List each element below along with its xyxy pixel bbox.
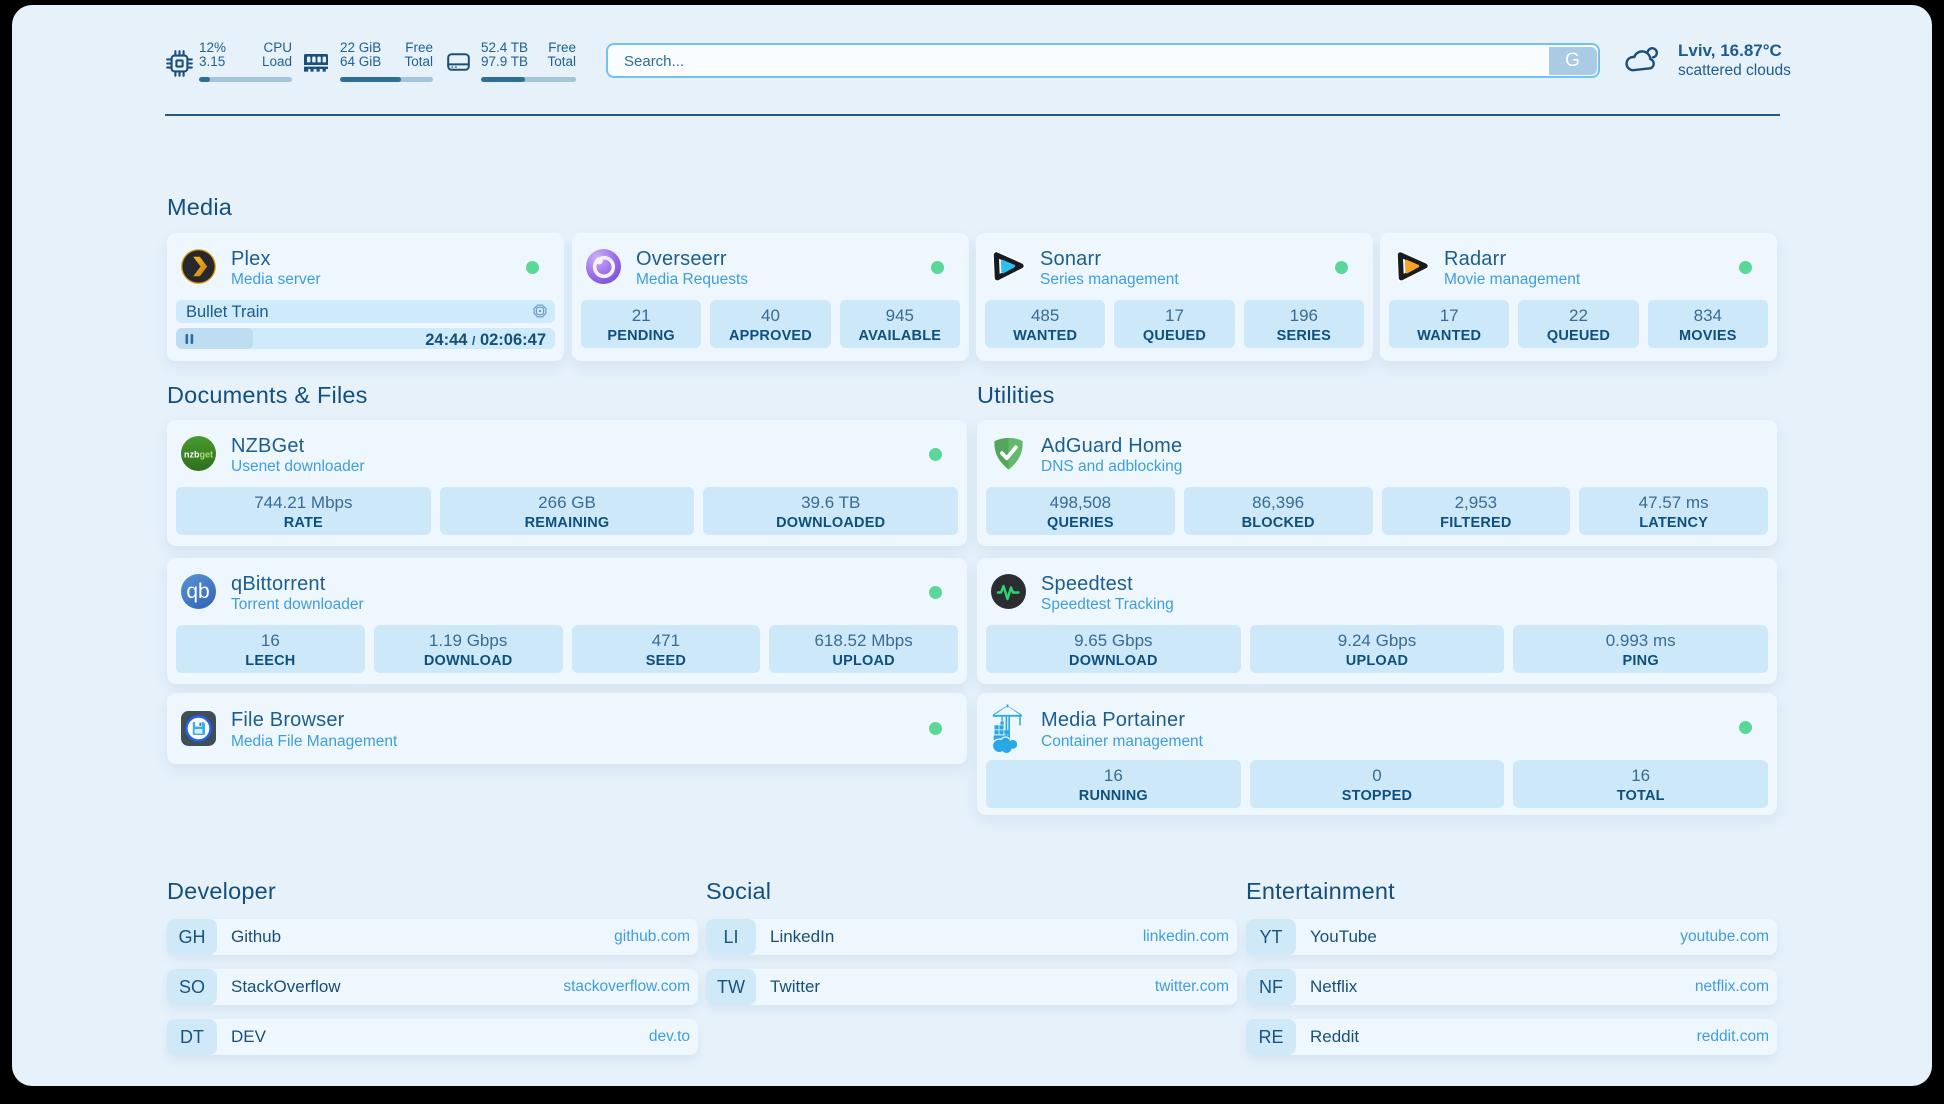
svg-text:nzbget: nzbget <box>184 450 213 460</box>
svg-text:qb: qb <box>186 580 209 603</box>
